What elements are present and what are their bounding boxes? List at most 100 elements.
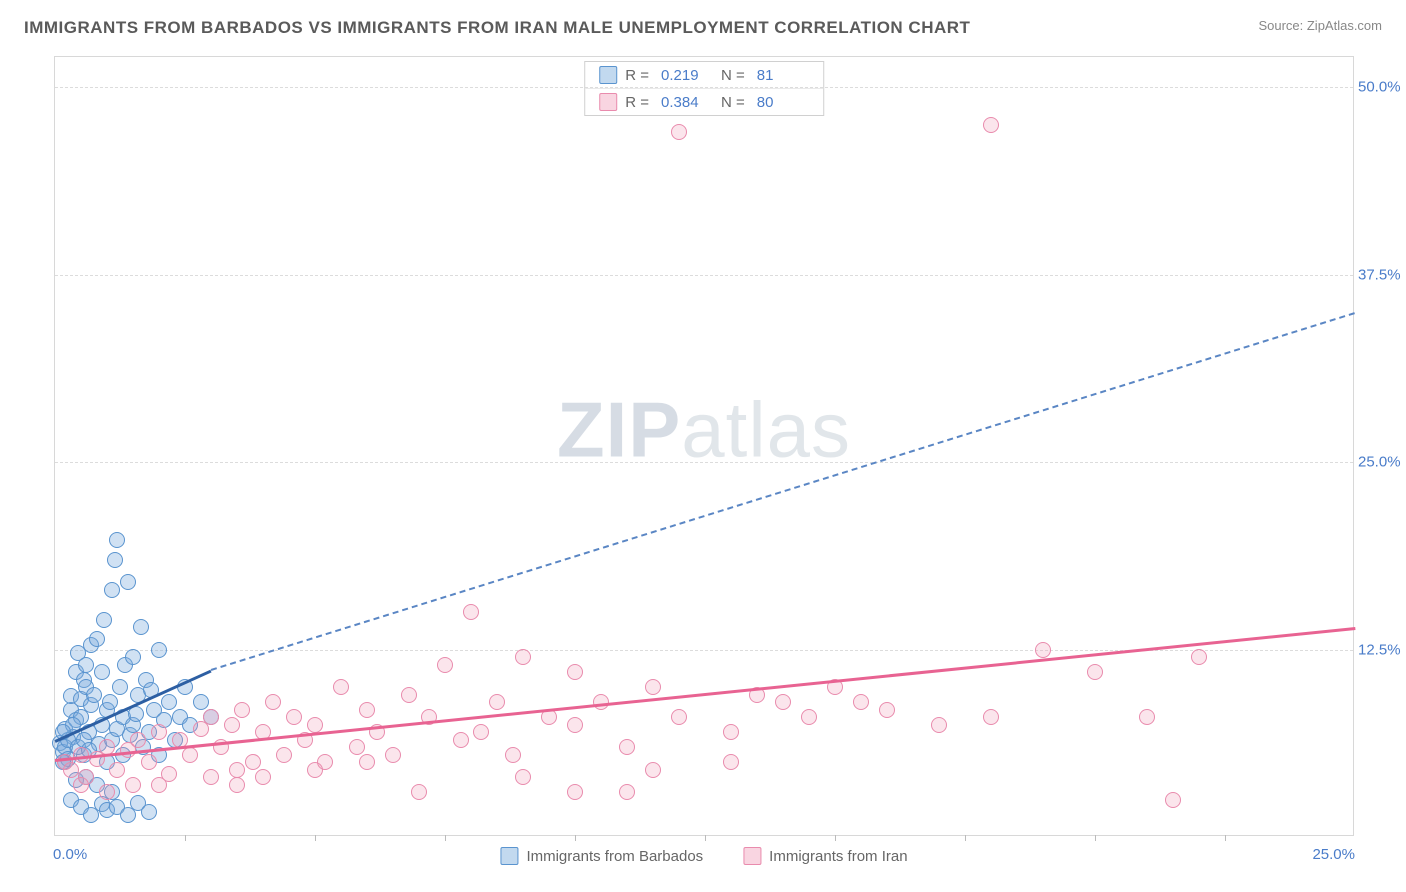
x-axis-tick-mark	[965, 835, 966, 841]
scatter-point	[109, 532, 125, 548]
scatter-point	[879, 702, 895, 718]
scatter-point	[229, 762, 245, 778]
scatter-point	[112, 679, 128, 695]
scatter-point	[349, 739, 365, 755]
x-axis-tick-mark	[185, 835, 186, 841]
legend-label-iran: Immigrants from Iran	[769, 848, 907, 865]
scatter-point	[109, 762, 125, 778]
legend-entry-iran: Immigrants from Iran	[743, 847, 907, 865]
scatter-point	[473, 724, 489, 740]
x-axis-tick-mark	[1225, 835, 1226, 841]
legend-r-label: R =	[625, 67, 649, 84]
scatter-point	[94, 664, 110, 680]
chart-title: IMMIGRANTS FROM BARBADOS VS IMMIGRANTS F…	[24, 18, 970, 38]
scatter-point	[801, 709, 817, 725]
legend-n-value-barbados: 81	[757, 67, 809, 84]
scatter-point	[1139, 709, 1155, 725]
scatter-point	[453, 732, 469, 748]
scatter-point	[86, 687, 102, 703]
scatter-point	[567, 717, 583, 733]
scatter-point	[983, 709, 999, 725]
swatch-blue-icon	[599, 66, 617, 84]
swatch-blue-icon	[500, 847, 518, 865]
scatter-point	[1165, 792, 1181, 808]
scatter-point	[78, 657, 94, 673]
source-attribution: Source: ZipAtlas.com	[1258, 18, 1382, 33]
watermark-zip: ZIP	[557, 386, 681, 474]
scatter-point	[151, 777, 167, 793]
correlation-legend: R = 0.219 N = 81 R = 0.384 N = 80	[584, 61, 824, 116]
plot-area: ZIPatlas R = 0.219 N = 81 R = 0.384 N = …	[54, 56, 1354, 836]
legend-row-iran: R = 0.384 N = 80	[585, 88, 823, 115]
gridline-horizontal	[55, 275, 1353, 276]
scatter-point	[775, 694, 791, 710]
scatter-point	[1087, 664, 1103, 680]
scatter-point	[385, 747, 401, 763]
x-axis-tick-mark	[445, 835, 446, 841]
scatter-point	[983, 117, 999, 133]
swatch-pink-icon	[743, 847, 761, 865]
x-axis-tick-mark	[315, 835, 316, 841]
scatter-point	[671, 124, 687, 140]
gridline-horizontal	[55, 87, 1353, 88]
x-axis-tick-mark	[575, 835, 576, 841]
scatter-point	[723, 754, 739, 770]
gridline-horizontal	[55, 462, 1353, 463]
scatter-point	[141, 804, 157, 820]
scatter-point	[463, 604, 479, 620]
y-axis-tick-label: 25.0%	[1358, 454, 1406, 471]
scatter-point	[125, 777, 141, 793]
gridline-horizontal	[55, 650, 1353, 651]
scatter-point	[107, 552, 123, 568]
scatter-point	[229, 777, 245, 793]
scatter-point	[130, 732, 146, 748]
scatter-point	[96, 612, 112, 628]
scatter-point	[161, 694, 177, 710]
scatter-point	[1035, 642, 1051, 658]
scatter-point	[265, 694, 281, 710]
watermark-atlas: atlas	[681, 386, 851, 474]
scatter-point	[931, 717, 947, 733]
scatter-point	[671, 709, 687, 725]
scatter-point	[182, 747, 198, 763]
source-prefix: Source:	[1258, 18, 1306, 33]
scatter-point	[401, 687, 417, 703]
series-legend: Immigrants from Barbados Immigrants from…	[500, 847, 907, 865]
scatter-point	[411, 784, 427, 800]
scatter-point	[73, 747, 89, 763]
scatter-point	[505, 747, 521, 763]
scatter-point	[619, 784, 635, 800]
scatter-point	[333, 679, 349, 695]
scatter-point	[102, 694, 118, 710]
scatter-point	[125, 649, 141, 665]
scatter-point	[853, 694, 869, 710]
legend-n-label: N =	[721, 67, 745, 84]
scatter-point	[619, 739, 635, 755]
scatter-point	[515, 649, 531, 665]
scatter-point	[489, 694, 505, 710]
scatter-point	[307, 762, 323, 778]
scatter-point	[151, 724, 167, 740]
trendline-iran	[55, 627, 1355, 761]
scatter-point	[359, 754, 375, 770]
scatter-point	[203, 709, 219, 725]
legend-r-label: R =	[625, 94, 649, 111]
scatter-point	[89, 631, 105, 647]
legend-entry-barbados: Immigrants from Barbados	[500, 847, 703, 865]
scatter-point	[286, 709, 302, 725]
scatter-point	[437, 657, 453, 673]
scatter-point	[99, 784, 115, 800]
scatter-point	[234, 702, 250, 718]
scatter-point	[245, 754, 261, 770]
scatter-point	[104, 582, 120, 598]
scatter-point	[141, 754, 157, 770]
trendline-barbados-dashed	[211, 312, 1356, 671]
legend-n-value-iran: 80	[757, 94, 809, 111]
scatter-point	[567, 664, 583, 680]
scatter-point	[723, 724, 739, 740]
legend-n-label: N =	[721, 94, 745, 111]
x-axis-tick-mark	[1095, 835, 1096, 841]
scatter-point	[276, 747, 292, 763]
scatter-point	[645, 762, 661, 778]
scatter-point	[133, 619, 149, 635]
